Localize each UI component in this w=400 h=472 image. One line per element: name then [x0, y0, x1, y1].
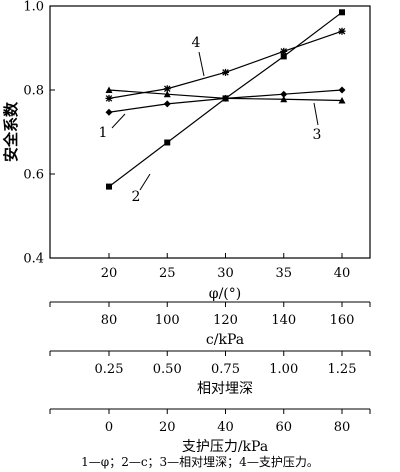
- extra-axis-tick-label: 100: [155, 313, 180, 328]
- extra-axis-tick-label: 0.75: [211, 362, 240, 377]
- y-tick-label: 0.4: [23, 252, 44, 267]
- x-tick-label: 35: [275, 266, 292, 281]
- y-tick-label: 0.6: [23, 168, 44, 183]
- data-point: [105, 94, 113, 102]
- chart-caption: 1—φ；2—c；3—相对埋深；4—支护压力。: [81, 455, 319, 469]
- extra-axis-tick-label: 80: [101, 313, 118, 328]
- data-point: [163, 85, 171, 93]
- data-point: [280, 90, 288, 98]
- extra-axis-tick-label: 80: [334, 420, 351, 435]
- series-label-leader: [139, 173, 151, 191]
- series-label-leader: [111, 113, 126, 129]
- plot-border: [49, 5, 371, 259]
- data-point: [280, 47, 288, 55]
- extra-axis-tick-label: 60: [275, 420, 292, 435]
- data-point: [338, 86, 346, 94]
- y-axis-title: 安全系数: [2, 101, 20, 162]
- series-line: [108, 30, 343, 99]
- extra-axis-tick-label: 140: [271, 313, 296, 328]
- data-point: [105, 86, 113, 93]
- series-label-2: 2: [132, 189, 141, 205]
- x-axis-title: φ/(°): [209, 286, 241, 302]
- data-point: [339, 9, 345, 16]
- data-point: [222, 94, 229, 102]
- data-point: [164, 139, 171, 146]
- data-point: [280, 95, 288, 103]
- x-tick-label: 40: [334, 266, 351, 281]
- extra-axis-tick-label: 1.25: [328, 362, 357, 377]
- y-tick-label: 0.8: [23, 84, 44, 99]
- data-point: [222, 68, 229, 76]
- extra-axis-tick-label: 0: [105, 420, 113, 435]
- extra-axis-tick-label: 40: [217, 420, 234, 435]
- x-tick-label: 20: [101, 266, 118, 281]
- data-point: [106, 183, 112, 190]
- series-label-1: 1: [99, 125, 108, 141]
- data-point: [338, 27, 346, 35]
- series-label-leader: [198, 51, 205, 77]
- extra-axis-tick-label: 1.00: [269, 362, 298, 377]
- data-point: [163, 90, 171, 98]
- extra-axis-title: c/kPa: [206, 332, 244, 348]
- series-3: [105, 86, 346, 104]
- series-label-4: 4: [192, 35, 201, 51]
- data-point: [280, 53, 287, 60]
- extra-axis-title: 支护压力/kPa: [182, 439, 268, 455]
- series-label-leader: [313, 102, 319, 126]
- data-point: [338, 97, 346, 104]
- x-tick-label: 25: [159, 266, 176, 281]
- data-point: [105, 108, 113, 116]
- extra-axis-tick-label: 160: [330, 313, 355, 328]
- y-tick-label: 1.0: [23, 0, 44, 15]
- extra-axis-tick-label: 0.50: [153, 362, 182, 377]
- series-4: [105, 27, 346, 102]
- x-tick-label: 30: [217, 266, 234, 281]
- extra-axis-tick-label: 0.25: [95, 362, 124, 377]
- data-point: [163, 100, 171, 108]
- extra-axis-title: 相对埋深: [197, 381, 253, 397]
- series-label-3: 3: [313, 127, 322, 143]
- extra-axis-tick-label: 20: [159, 420, 176, 435]
- extra-axis-tick-label: 120: [213, 313, 238, 328]
